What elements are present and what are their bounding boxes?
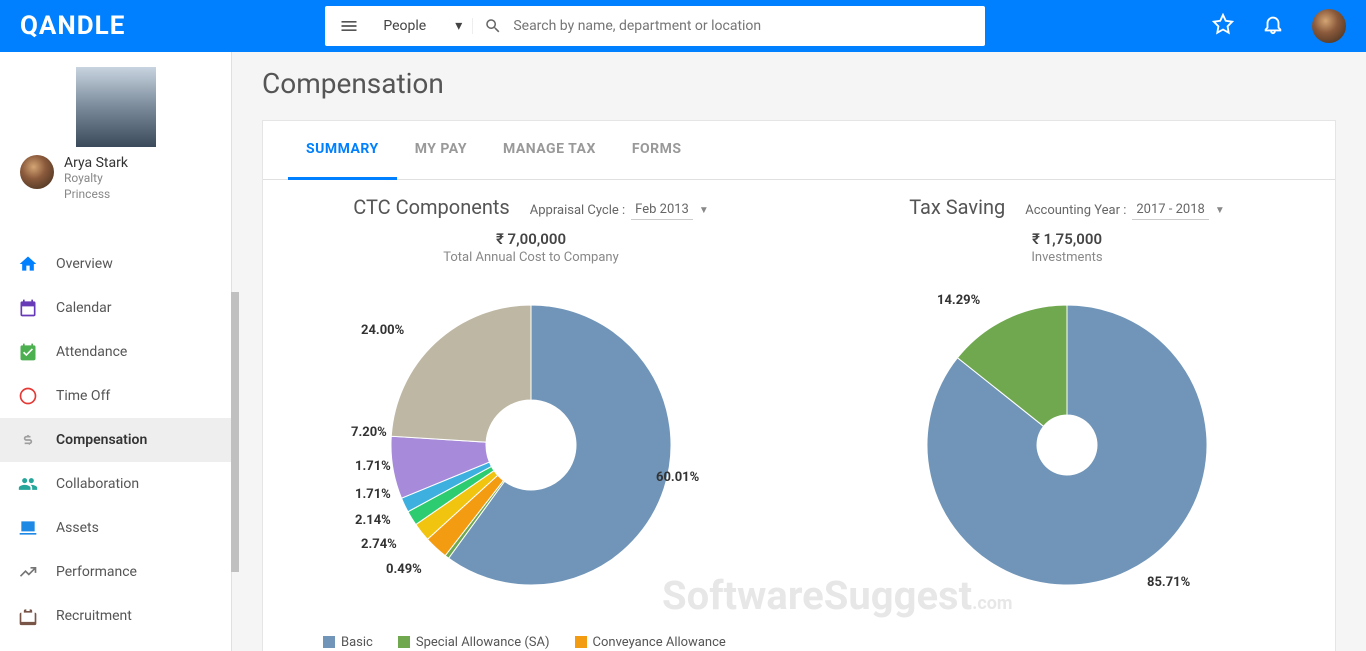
nav-timeoff[interactable]: Time Off [0, 374, 231, 418]
search-box: People ▾ [325, 6, 985, 46]
tax-title: Tax Saving [909, 195, 1005, 219]
trend-icon [18, 562, 38, 582]
selector-value: 2017 - 2018 [1132, 202, 1209, 220]
slice-label: 1.71% [355, 487, 391, 502]
legend-label: Conveyance Allowance [593, 635, 726, 650]
nav-compensation[interactable]: Compensation [0, 418, 231, 462]
legend-swatch [575, 636, 587, 648]
nav-label: Recruitment [56, 608, 132, 624]
profile-title-1: Royalty [64, 171, 128, 187]
slice-label: 14.29% [937, 293, 980, 308]
star-icon[interactable] [1212, 13, 1234, 39]
slice-label: 85.71% [1147, 575, 1190, 590]
selector-value: Feb 2013 [631, 202, 693, 220]
nav-overview[interactable]: Overview [0, 242, 231, 286]
nav-label: Calendar [56, 300, 112, 316]
ctc-cycle-selector[interactable]: Appraisal Cycle : Feb 2013 ▼ [530, 202, 709, 220]
home-icon [18, 254, 38, 274]
nav-label: Collaboration [56, 476, 139, 492]
brand-logo: QANDLE [20, 11, 125, 41]
ctc-legend: Basic Special Allowance (SA) Conveyance Al… [263, 630, 1335, 651]
tab-summary[interactable]: SUMMARY [288, 121, 397, 180]
legend-item: Special Allowance (SA) [398, 635, 550, 650]
topbar: QANDLE People ▾ [0, 0, 1366, 52]
ctc-total-caption: Total Annual Cost to Company [293, 250, 769, 265]
timeoff-icon [18, 386, 38, 406]
ctc-title: CTC Components [353, 195, 510, 219]
calendar-icon [18, 298, 38, 318]
filter-label: People [383, 18, 426, 34]
tax-year-selector[interactable]: Accounting Year : 2017 - 2018 ▼ [1025, 202, 1225, 220]
nav-attendance[interactable]: Attendance [0, 330, 231, 374]
profile-name: Arya Stark [64, 155, 128, 171]
profile-title-2: Princess [64, 187, 128, 203]
menu-icon[interactable] [325, 16, 373, 36]
bell-icon[interactable] [1262, 13, 1284, 39]
briefcase-icon [18, 606, 38, 626]
nav-recruitment[interactable]: Recruitment [0, 594, 231, 638]
nav-label: Assets [56, 520, 99, 536]
legend-swatch [323, 636, 335, 648]
profile-card: Arya Stark Royalty Princess [0, 52, 231, 217]
legend-item: Basic [323, 635, 373, 650]
attendance-icon [18, 342, 38, 362]
nav-performance[interactable]: Performance [0, 550, 231, 594]
slice-label: 2.14% [355, 513, 391, 528]
nav-label: Attendance [56, 344, 127, 360]
tax-total-caption: Investments [829, 250, 1305, 265]
caret-down-icon: ▼ [699, 205, 709, 216]
nav-assets[interactable]: Assets [0, 506, 231, 550]
ctc-total-amount: ₹ 7,00,000 [293, 230, 769, 248]
page-title: Compensation [262, 67, 1336, 100]
legend-item: Conveyance Allowance [575, 635, 726, 650]
slice-label: 7.20% [351, 425, 387, 440]
main-content: Compensation SUMMARY MY PAY MANAGE TAX F… [232, 52, 1366, 651]
caret-down-icon: ▼ [1215, 205, 1225, 216]
search-filter-dropdown[interactable]: People ▾ [373, 18, 473, 34]
compensation-panel: SUMMARY MY PAY MANAGE TAX FORMS CTC Comp… [262, 120, 1336, 651]
tax-section: Tax Saving Accounting Year : 2017 - 2018… [799, 195, 1335, 615]
nav-label: Overview [56, 256, 113, 272]
selector-label: Appraisal Cycle : [530, 203, 625, 218]
tabs: SUMMARY MY PAY MANAGE TAX FORMS [263, 121, 1335, 180]
nav-label: Compensation [56, 432, 147, 448]
slice-label: 0.49% [386, 562, 422, 577]
dollar-icon [18, 430, 38, 450]
nav-label: Performance [56, 564, 137, 580]
tab-mypay[interactable]: MY PAY [397, 121, 485, 179]
slice-label: 1.71% [355, 459, 391, 474]
donut-slice[interactable] [391, 305, 531, 442]
slice-label: 2.74% [361, 537, 397, 552]
legend-label: Special Allowance (SA) [416, 635, 550, 650]
search-icon[interactable] [473, 17, 513, 35]
tab-managetax[interactable]: MANAGE TAX [485, 121, 614, 179]
nav-collaboration[interactable]: Collaboration [0, 462, 231, 506]
nav-label: Time Off [56, 388, 110, 404]
profile-image[interactable] [76, 67, 156, 147]
nav-calendar[interactable]: Calendar [0, 286, 231, 330]
slice-label: 60.01% [656, 470, 699, 485]
tab-forms[interactable]: FORMS [614, 121, 700, 179]
search-input[interactable] [513, 18, 985, 34]
slice-label: 24.00% [361, 323, 404, 338]
legend-swatch [398, 636, 410, 648]
selector-label: Accounting Year : [1025, 203, 1126, 218]
profile-avatar[interactable] [20, 155, 54, 189]
tax-total-amount: ₹ 1,75,000 [829, 230, 1305, 248]
tax-donut: 85.71% 14.29% [897, 275, 1237, 615]
assets-icon [18, 518, 38, 538]
ctc-donut: 60.01%0.49%2.74%2.14%1.71%1.71%7.20%24.0… [361, 275, 701, 615]
user-avatar[interactable] [1312, 9, 1346, 43]
caret-down-icon: ▾ [455, 18, 462, 34]
people-icon [18, 474, 38, 494]
sidebar: Arya Stark Royalty Princess Overview Cal… [0, 52, 232, 651]
nav: Overview Calendar Attendance Time Off Co… [0, 242, 231, 638]
legend-label: Basic [341, 635, 373, 650]
ctc-section: CTC Components Appraisal Cycle : Feb 201… [263, 195, 799, 615]
